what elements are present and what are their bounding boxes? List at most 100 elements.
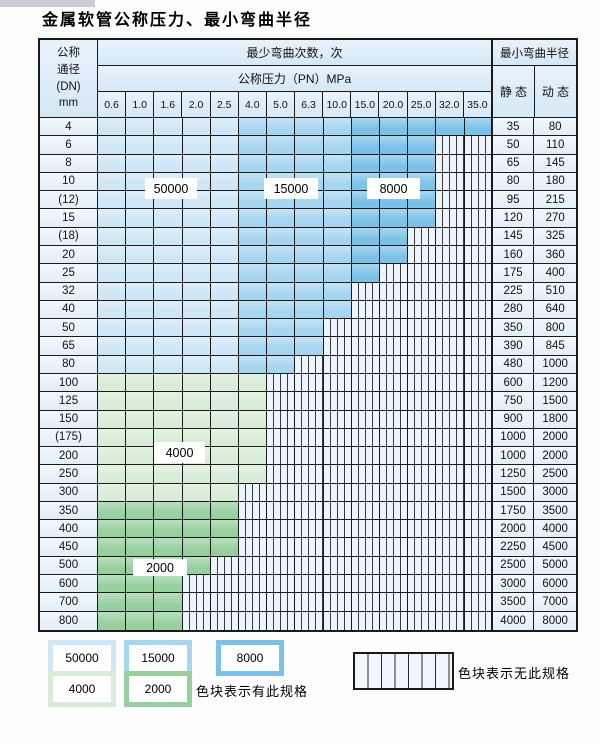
no-spec-cell <box>436 264 465 283</box>
spec-cell <box>98 172 127 192</box>
spec-cell <box>154 227 183 246</box>
dn-cell: 25 <box>40 264 98 283</box>
dynamic-radius-cell: 2000 <box>534 447 576 466</box>
spec-cell <box>210 373 240 393</box>
spec-cell <box>239 300 268 320</box>
spec-cell <box>295 300 324 320</box>
spec-cell <box>154 264 183 283</box>
no-spec-cell <box>408 556 437 576</box>
static-radius-cell: 95 <box>492 191 535 210</box>
no-spec-cell <box>267 538 296 557</box>
no-spec-cell <box>380 593 409 612</box>
no-spec-cell <box>408 538 437 557</box>
table-row: 250 1250 2500 <box>40 465 576 484</box>
spec-cell <box>351 227 381 246</box>
no-spec-cell <box>267 373 296 393</box>
no-spec-cell <box>323 447 352 466</box>
no-spec-cell <box>436 373 465 393</box>
no-spec-cell <box>436 282 465 301</box>
spec-cell <box>182 264 211 283</box>
no-spec-cell <box>323 410 352 429</box>
static-radius-cell: 35 <box>492 118 535 137</box>
dn-cell: 100 <box>40 373 98 393</box>
table-row: 25 175 400 <box>40 264 576 283</box>
no-spec-cell <box>267 520 296 539</box>
table-row: 450 2250 4500 <box>40 538 576 557</box>
spec-cell <box>126 300 155 320</box>
spec-cell <box>154 355 183 374</box>
spec-cell <box>98 520 127 539</box>
spec-cell <box>323 300 352 320</box>
table-row: 400 2000 4000 <box>40 520 576 539</box>
no-spec-cell <box>380 264 409 283</box>
spec-cell <box>239 355 268 374</box>
no-spec-cell <box>436 465 465 484</box>
no-spec-cell <box>210 611 240 630</box>
dn-cell: 50 <box>40 319 98 338</box>
spec-cell <box>182 538 211 557</box>
dynamic-radius-cell: 845 <box>534 337 576 356</box>
pressure-tick: 35.0 <box>463 92 491 118</box>
spec-cell <box>210 483 240 502</box>
no-spec-cell <box>464 465 493 484</box>
spec-cell <box>154 593 183 612</box>
static-radius-cell: 120 <box>492 209 535 228</box>
no-spec-cell <box>380 282 409 301</box>
static-radius-cell: 2250 <box>492 538 535 557</box>
static-radius-cell: 160 <box>492 245 535 265</box>
spec-cell <box>239 392 268 411</box>
no-spec-cell <box>267 483 296 502</box>
no-spec-cell <box>295 501 324 521</box>
no-spec-cell <box>408 447 437 466</box>
dn-cell: (12) <box>40 191 98 210</box>
no-spec-cell <box>351 447 381 466</box>
static-radius-cell: 3000 <box>492 575 535 594</box>
no-spec-cell <box>408 337 437 356</box>
dn-cell: 65 <box>40 337 98 356</box>
spec-cell <box>182 337 211 356</box>
spec-cell <box>98 575 127 594</box>
table-row: 20 160 360 <box>40 245 576 265</box>
legend-swatch: 8000 <box>216 640 284 676</box>
no-spec-cell <box>267 465 296 484</box>
pressure-tick: 1.6 <box>154 92 183 118</box>
spec-count-label: 4000 <box>154 442 205 463</box>
no-spec-cell <box>408 392 437 411</box>
pressure-tick: 6.3 <box>294 92 324 118</box>
dn-cell: 15 <box>40 209 98 228</box>
no-spec-cell <box>464 191 493 210</box>
no-spec-cell <box>351 392 381 411</box>
spec-cell <box>126 264 155 283</box>
no-spec-cell <box>464 227 493 246</box>
spec-cell <box>126 136 155 155</box>
no-spec-cell <box>351 373 381 393</box>
table-row: 6 50 110 <box>40 136 576 155</box>
no-spec-cell <box>408 501 437 521</box>
table-row: 4 35 80 <box>40 118 576 137</box>
no-spec-cell <box>464 447 493 466</box>
no-spec-cell <box>464 520 493 539</box>
spec-cell <box>126 392 155 411</box>
spec-cell <box>126 483 155 502</box>
no-spec-cell <box>408 428 437 448</box>
spec-cell <box>98 465 127 484</box>
dn-cell: 6 <box>40 136 98 155</box>
no-spec-cell <box>267 611 296 630</box>
spec-cell <box>98 410 127 429</box>
spec-cell <box>351 245 381 265</box>
pressure-tick: 4.0 <box>238 92 267 118</box>
no-spec-cell <box>323 520 352 539</box>
dynamic-radius-cell: 5000 <box>534 556 576 576</box>
no-spec-cell <box>408 355 437 374</box>
spec-cell <box>295 282 324 301</box>
spec-cell <box>98 227 127 246</box>
spec-cell <box>182 465 211 484</box>
no-spec-cell <box>351 428 381 448</box>
no-spec-cell <box>351 593 381 612</box>
no-spec-cell <box>323 611 352 630</box>
static-radius-cell: 50 <box>492 136 535 155</box>
spec-cell <box>154 319 183 338</box>
spec-cell <box>267 337 296 356</box>
pressure-tick: 15.0 <box>351 92 380 118</box>
spec-cell <box>267 245 296 265</box>
